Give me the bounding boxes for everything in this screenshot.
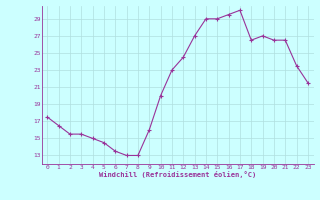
- X-axis label: Windchill (Refroidissement éolien,°C): Windchill (Refroidissement éolien,°C): [99, 171, 256, 178]
